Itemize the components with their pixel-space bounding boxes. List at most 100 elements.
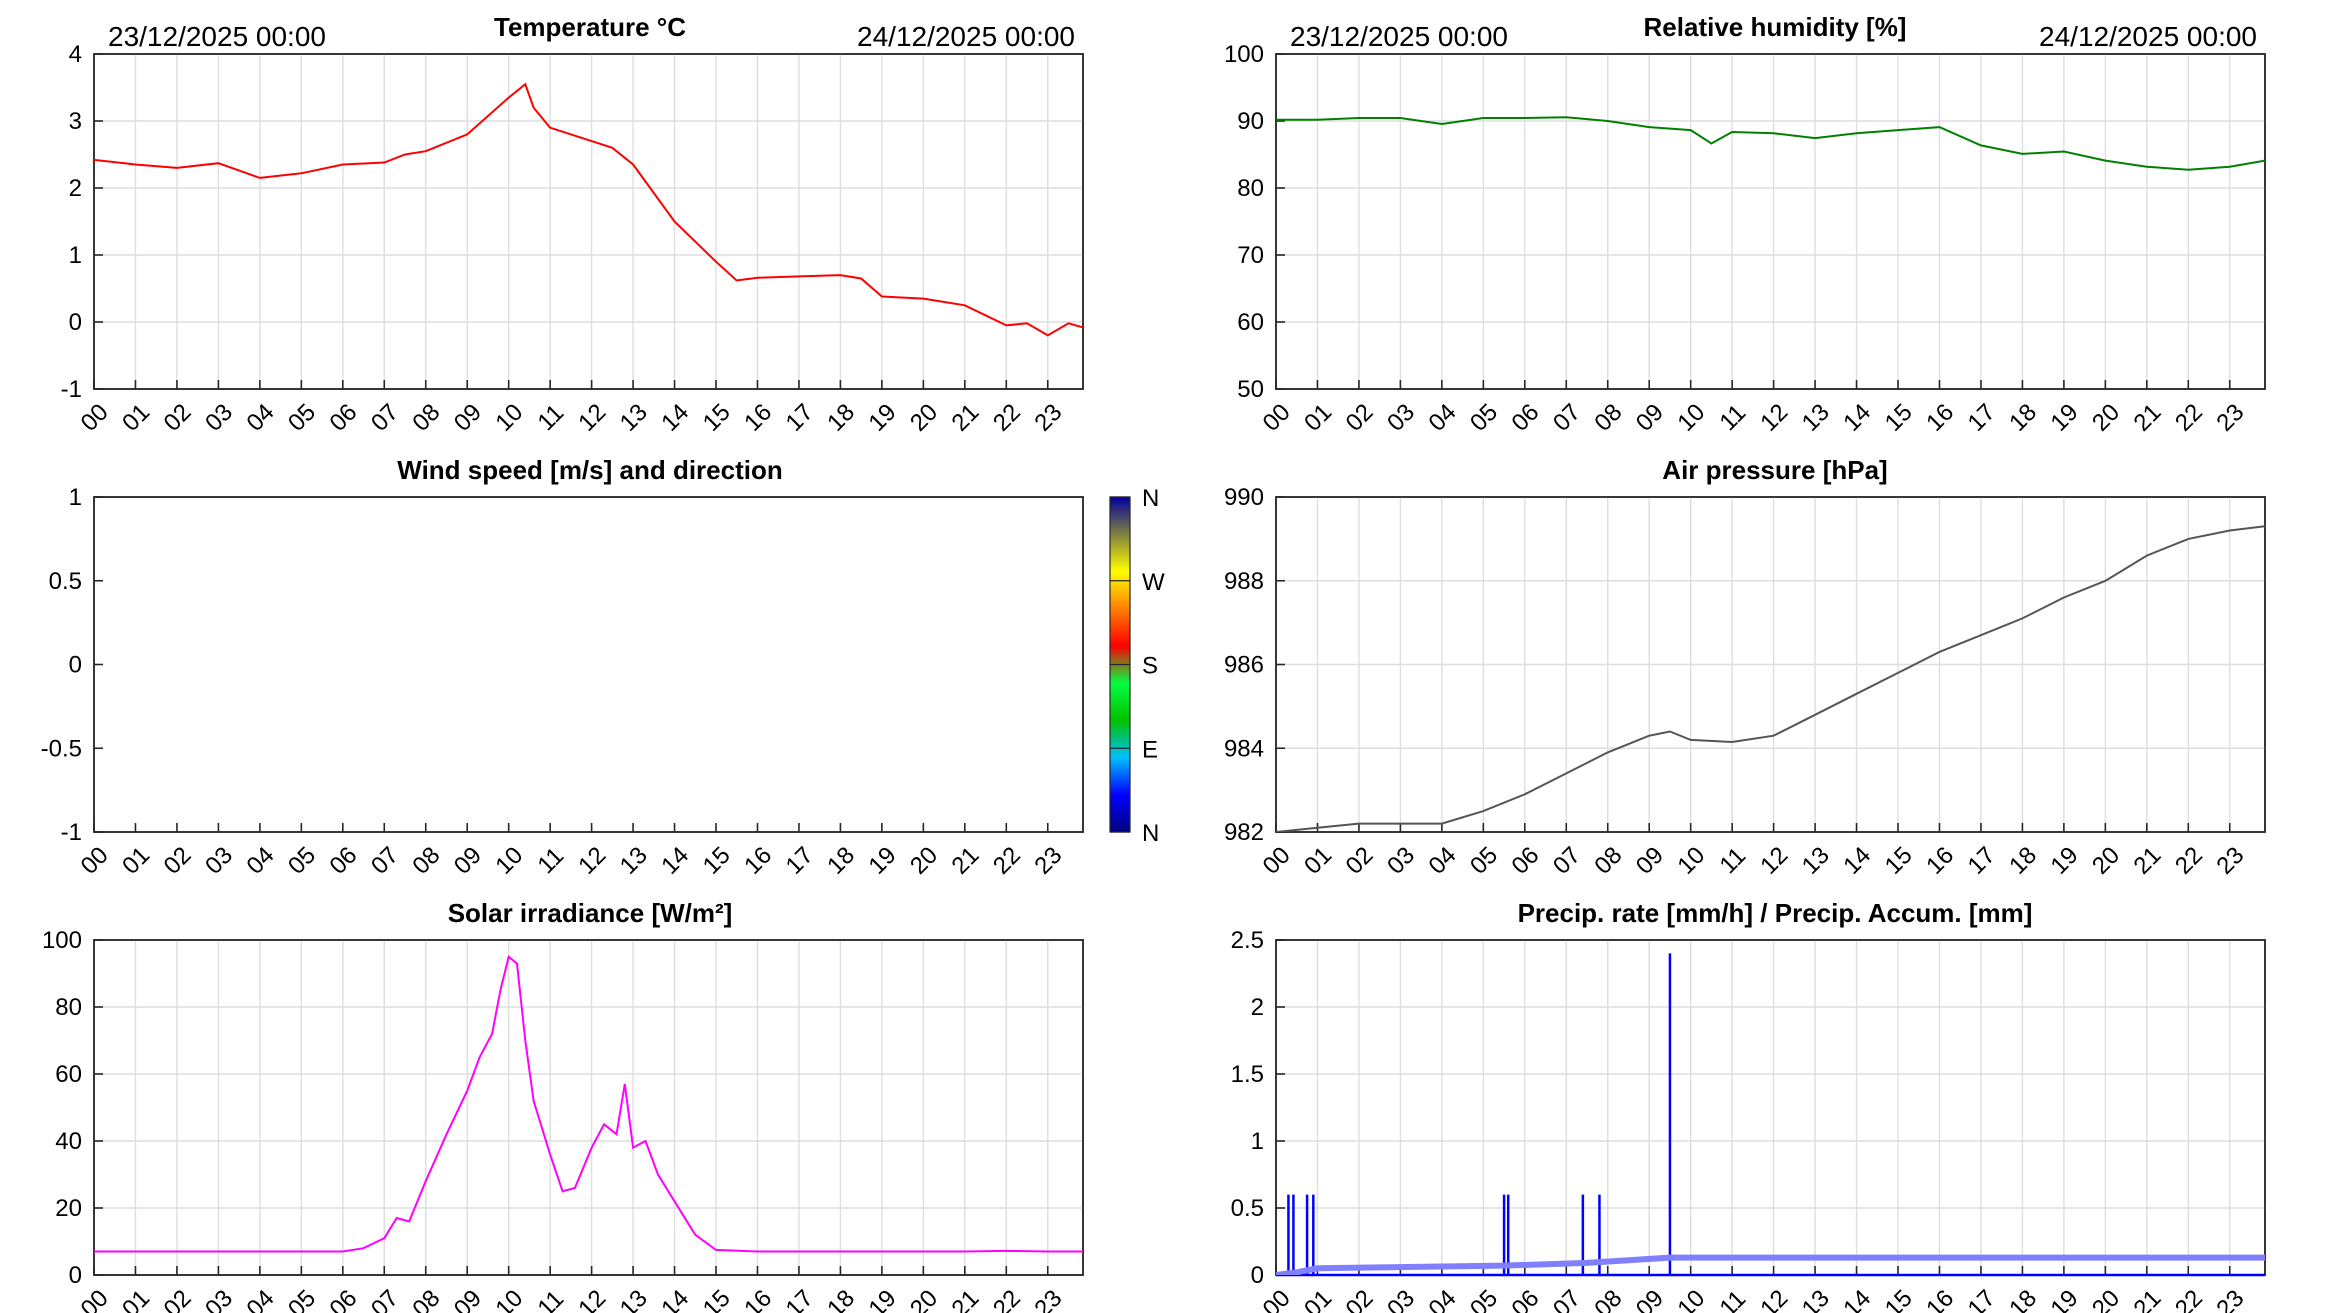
solar-y-tick-label: 20 [55,1195,82,1222]
temperature-x-tick-label: 21 [947,399,985,437]
humidity-frame [1275,53,2266,390]
wind-x-tick-label: 05 [283,842,321,880]
solar-x-tick-label: 01 [117,1285,155,1313]
solar-x-tick-label: 10 [490,1285,528,1313]
colorbar-label: N [1142,820,1159,847]
pressure-x-tick-label: 01 [1299,842,1337,880]
temperature-x-tick-label: 20 [905,399,943,437]
solar-y-tick-label: 80 [55,994,82,1021]
pressure-frame [1275,496,2266,833]
pressure-title: Air pressure [hPa] [1662,455,1887,485]
wind-x-tick-label: 03 [200,842,238,880]
solar-x-tick-label: 13 [615,1285,653,1313]
colorbar-label: W [1142,569,1165,596]
wind-x-tick-label: 01 [117,842,155,880]
humidity-x-tick-label: 19 [2046,399,2084,437]
humidity-x-tick-label: 11 [1714,399,1751,436]
precip-x-tick-label: 20 [2087,1285,2125,1313]
pressure-x-tick-label: 22 [2170,842,2208,880]
precip-x-tick-label: 12 [1755,1285,1793,1313]
pressure-x-tick-label: 04 [1424,842,1462,880]
humidity-start-datetime: 23/12/2025 00:00 [1290,21,1508,52]
pressure-x-tick-label: 14 [1838,842,1876,880]
temperature-x-tick-label: 00 [76,399,114,437]
wind-y-tick-label: 0 [69,652,82,679]
pressure-x-tick-label: 12 [1755,842,1793,880]
temperature-x-tick-label: 16 [739,399,777,437]
solar-x-tick-label: 16 [739,1285,777,1313]
humidity-x-tick-label: 23 [2211,399,2249,437]
pressure-x-tick-label: 02 [1341,842,1379,880]
solar-y-tick-label: 60 [55,1061,82,1088]
humidity-title: Relative humidity [%] [1644,12,1907,42]
pressure-y-tick-label: 986 [1224,652,1264,679]
wind-x-tick-label: 07 [366,842,404,880]
pressure-x-tick-label: 15 [1880,842,1918,880]
precip-x-tick-label: 03 [1382,1285,1420,1313]
temperature-y-tick-label: 1 [69,242,82,269]
temperature-x-tick-label: 07 [366,399,404,437]
pressure-x-tick-label: 09 [1631,842,1669,880]
wind-x-tick-label: 02 [159,842,197,880]
precip-x-tick-label: 04 [1424,1285,1462,1313]
precip-x-tick-label: 17 [1963,1285,2001,1313]
temperature-x-tick-label: 23 [1029,399,1067,437]
solar-series-line [94,955,1083,1253]
pressure-x-tick-label: 21 [2129,842,2167,880]
solar-frame [93,939,1084,1276]
wind-title: Wind speed [m/s] and direction [397,455,782,485]
colorbar-label: S [1142,653,1158,680]
temperature-x-tick-label: 15 [698,399,736,437]
wind-x-tick-label: 00 [76,842,114,880]
pressure-x-tick-label: 23 [2211,842,2249,880]
humidity-x-tick-label: 06 [1507,399,1545,437]
humidity-x-tick-label: 07 [1548,399,1586,437]
temperature-series-line [94,82,1083,337]
pressure-x-tick-label: 16 [1921,842,1959,880]
solar-x-tick-label: 17 [781,1285,819,1313]
solar-x-tick-label: 03 [200,1285,238,1313]
pressure-x-tick-label: 06 [1507,842,1545,880]
temperature-x-tick-label: 12 [573,399,611,437]
pressure-x-tick-label: 13 [1797,842,1835,880]
solar-x-tick-label: 12 [573,1285,611,1313]
wind-x-tick-label: 08 [407,842,445,880]
wind-x-tick-label: 12 [573,842,611,880]
temperature-x-tick-label: 11 [532,399,569,436]
wind-y-tick-label: 1 [69,484,82,511]
wind-frame [93,496,1084,833]
temperature-y-tick-label: -1 [61,376,82,403]
solar-x-tick-label: 22 [988,1285,1026,1313]
precip-x-tick-label: 07 [1548,1285,1586,1313]
precip-x-tick-label: 10 [1672,1285,1710,1313]
solar-x-tick-label: 08 [407,1285,445,1313]
temperature-x-tick-label: 18 [822,399,860,437]
humidity-x-tick-label: 02 [1341,399,1379,437]
pressure-y-tick-label: 984 [1224,735,1264,762]
precip-x-tick-label: 08 [1589,1285,1627,1313]
wind-x-tick-label: 18 [822,842,860,880]
temperature-x-tick-label: 08 [407,399,445,437]
humidity-x-tick-label: 08 [1589,399,1627,437]
solar-x-tick-label: 23 [1029,1285,1067,1313]
wind-x-tick-label: 15 [698,842,736,880]
precip-x-tick-label: 22 [2170,1285,2208,1313]
temperature-x-tick-label: 13 [615,399,653,437]
colorbar-label: E [1142,736,1158,763]
solar-x-tick-label: 06 [325,1285,363,1313]
precip-x-tick-label: 06 [1507,1285,1545,1313]
wind-x-tick-label: 20 [905,842,943,880]
temperature-x-tick-label: 04 [242,399,280,437]
precip-x-tick-label: 15 [1880,1285,1918,1313]
humidity-x-tick-label: 18 [2004,399,2042,437]
precip-y-tick-label: 2 [1251,994,1264,1021]
pressure-x-tick-label: 10 [1672,842,1710,880]
temperature-x-tick-label: 06 [325,399,363,437]
solar-x-tick-label: 09 [449,1285,487,1313]
humidity-x-tick-label: 17 [1963,399,2001,437]
temperature-x-tick-label: 01 [117,399,155,437]
solar-x-tick-label: 05 [283,1285,321,1313]
